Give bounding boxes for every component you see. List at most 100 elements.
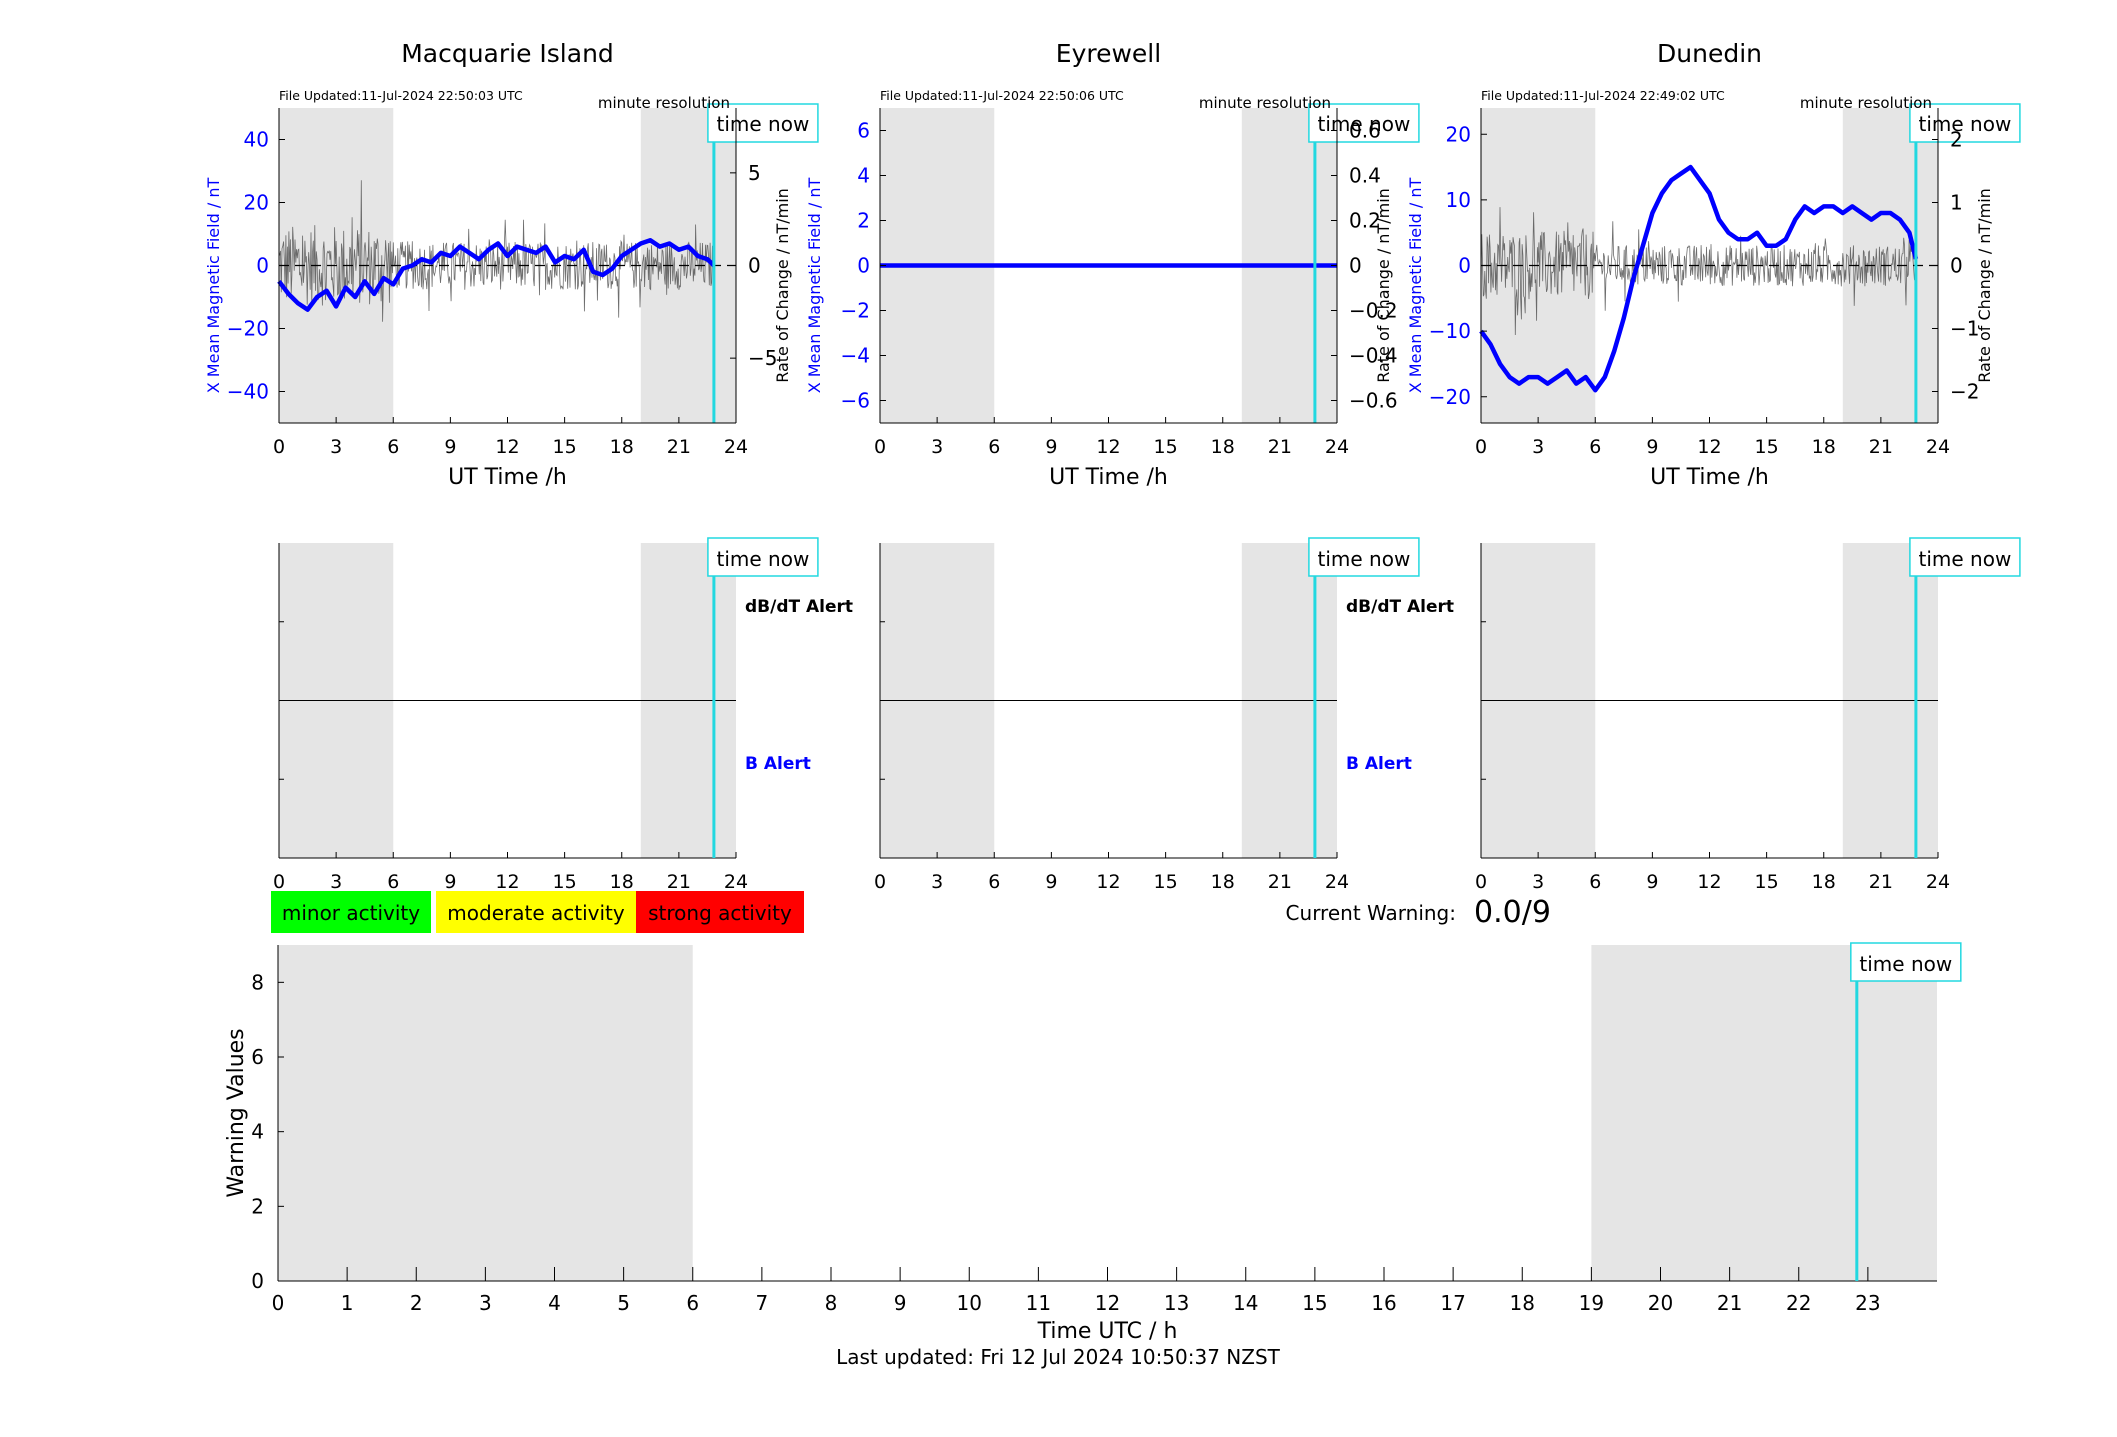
x-tick-label: 12 [1095, 1291, 1120, 1315]
y2-tick-label: 0 [1950, 254, 1963, 278]
x-tick-label: 12 [1096, 871, 1120, 893]
x-tick-label: 15 [1154, 871, 1178, 893]
y2-tick-label: 0 [1349, 254, 1362, 278]
x-tick-label: 20 [1648, 1291, 1673, 1315]
y2-tick-label: −2 [1950, 380, 1979, 404]
time-now-box [707, 537, 819, 577]
x-tick-label: 5 [617, 1291, 630, 1315]
x-tick-label: 3 [1532, 436, 1544, 458]
x-tick-label: 0 [1475, 871, 1487, 893]
y-tick-label: −4 [841, 344, 870, 368]
alert-panel-macquarie-island: 0 3 6 9 12 15 18 21 24 time now dB/dT Alert B Alert [273, 537, 853, 893]
station-panel-macquarie-island: time now 0 3 6 9 12 15 18 21 24 −40 −20 0 20 40 −5 0 5 Mac… [204, 39, 819, 490]
x-tick-label: 12 [1697, 436, 1721, 458]
x-tick-label: 3 [479, 1291, 492, 1315]
x-tick-label: 0 [1475, 436, 1487, 458]
x-tick-label: 24 [1926, 436, 1950, 458]
x-tick-label: 6 [1589, 436, 1601, 458]
strong-activity-label: strong activity [648, 901, 792, 925]
y2-tick-label: 0 [748, 254, 761, 278]
dbdt-alert-label: dB/dT Alert [1346, 597, 1454, 617]
x-tick-label: 21 [1869, 436, 1893, 458]
y2-tick-label: 0.6 [1349, 119, 1381, 143]
x-axis-label: UT Time /h [1650, 465, 1769, 490]
file-updated: File Updated:11-Jul-2024 22:49:02 UTC [1481, 88, 1725, 103]
current-warning-label: Current Warning: [1286, 901, 1456, 925]
y-tick-label: −40 [227, 380, 269, 404]
y-tick-label: −6 [841, 389, 870, 413]
x-tick-label: 16 [1371, 1291, 1396, 1315]
resolution-label: minute resolution [1800, 94, 1932, 112]
x-tick-label: 12 [1096, 436, 1120, 458]
x-tick-label: 15 [1302, 1291, 1327, 1315]
resolution-label: minute resolution [1199, 94, 1331, 112]
x-tick-label: 6 [387, 436, 399, 458]
x-tick-label: 12 [495, 871, 519, 893]
y-tick-label: −2 [841, 299, 870, 323]
minor-activity-swatch [271, 891, 431, 933]
x-tick-label: 14 [1233, 1291, 1258, 1315]
time-now-box [707, 103, 819, 143]
time-now-box [1308, 537, 1420, 577]
x-tick-label: 9 [894, 1291, 907, 1315]
y-axis-label: X Mean Magnetic Field / nT [1406, 178, 1425, 394]
x-tick-label: 18 [1510, 1291, 1535, 1315]
x-tick-label: 0 [273, 871, 285, 893]
x-tick-label: 6 [988, 436, 1000, 458]
time-now-box [1909, 103, 2021, 143]
y2-tick-label: −0.2 [1349, 299, 1398, 323]
y2-tick-label: 1 [1950, 191, 1963, 215]
y-tick-label: 10 [1446, 188, 1471, 212]
x-tick-label: 15 [553, 436, 577, 458]
y-tick-label: 20 [244, 191, 269, 215]
resolution-label: minute resolution [598, 94, 730, 112]
x-tick-label: 12 [495, 436, 519, 458]
x-tick-label: 24 [1926, 871, 1950, 893]
y-tick-label: −20 [1429, 385, 1471, 409]
y2-tick-label: −0.4 [1349, 344, 1398, 368]
current-warning-value: 0.0/9 [1474, 895, 1551, 930]
x-tick-label: 10 [957, 1291, 982, 1315]
y-tick-label: −10 [1429, 319, 1471, 343]
x-tick-label: 6 [988, 871, 1000, 893]
time-now-label: time now [717, 547, 810, 571]
x-tick-label: 15 [1755, 871, 1779, 893]
time-now-box [1850, 942, 1962, 982]
y-tick-label: 20 [1446, 122, 1471, 146]
rate-of-change-trace [278, 180, 715, 322]
y-tick-label: 0 [256, 254, 269, 278]
y2-tick-label: 0.2 [1349, 209, 1381, 233]
x-tick-label: 3 [931, 871, 943, 893]
y-tick-label: 2 [251, 1194, 264, 1218]
y-tick-label: 4 [251, 1120, 264, 1144]
x-tick-label: 24 [724, 436, 748, 458]
y-tick-label: 6 [251, 1045, 264, 1069]
x-tick-label: 18 [610, 871, 634, 893]
mean-field-line [277, 238, 716, 312]
y-tick-label: 4 [857, 164, 870, 188]
file-updated: File Updated:11-Jul-2024 22:50:06 UTC [880, 88, 1124, 103]
x-tick-label: 18 [610, 436, 634, 458]
time-now-label: time now [1318, 547, 1411, 571]
x-tick-label: 24 [724, 871, 748, 893]
x-tick-label: 13 [1164, 1291, 1189, 1315]
x-tick-label: 15 [553, 871, 577, 893]
y-tick-label: −20 [227, 317, 269, 341]
x-tick-label: 17 [1440, 1291, 1465, 1315]
y-tick-label: 0 [857, 254, 870, 278]
time-now-label: time now [1919, 112, 2012, 136]
y2-axis-label: Rate of Change / nT/min [1975, 188, 1994, 383]
x-tick-label: 23 [1855, 1291, 1880, 1315]
x-tick-label: 9 [444, 436, 456, 458]
x-tick-label: 24 [1325, 436, 1349, 458]
y-axis-label: Warning Values [224, 1028, 249, 1197]
x-tick-label: 9 [1045, 871, 1057, 893]
y2-tick-label: 2 [1950, 128, 1963, 152]
mean-field-line [1479, 164, 1919, 393]
x-tick-label: 0 [273, 436, 285, 458]
x-tick-label: 21 [1268, 436, 1292, 458]
time-now-label: time now [1859, 952, 1952, 976]
x-tick-label: 18 [1211, 871, 1235, 893]
